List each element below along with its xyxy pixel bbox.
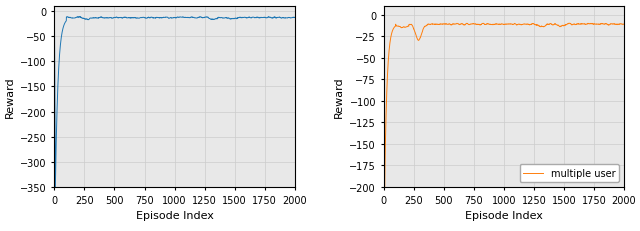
X-axis label: Episode Index: Episode Index bbox=[136, 210, 214, 220]
multiple user bbox=[381, 186, 388, 188]
multiple user bbox=[613, 24, 621, 27]
Y-axis label: Reward: Reward bbox=[333, 76, 344, 118]
multiple user bbox=[392, 25, 400, 28]
multiple user bbox=[380, 14, 387, 17]
Legend: multiple user: multiple user bbox=[520, 164, 619, 182]
multiple user bbox=[497, 24, 504, 27]
multiple user bbox=[490, 24, 498, 27]
multiple user bbox=[620, 24, 628, 26]
multiple user bbox=[613, 24, 621, 27]
X-axis label: Episode Index: Episode Index bbox=[465, 210, 543, 220]
multiple user bbox=[569, 24, 577, 27]
Line: multiple user: multiple user bbox=[383, 15, 624, 187]
Y-axis label: Reward: Reward bbox=[4, 76, 15, 118]
